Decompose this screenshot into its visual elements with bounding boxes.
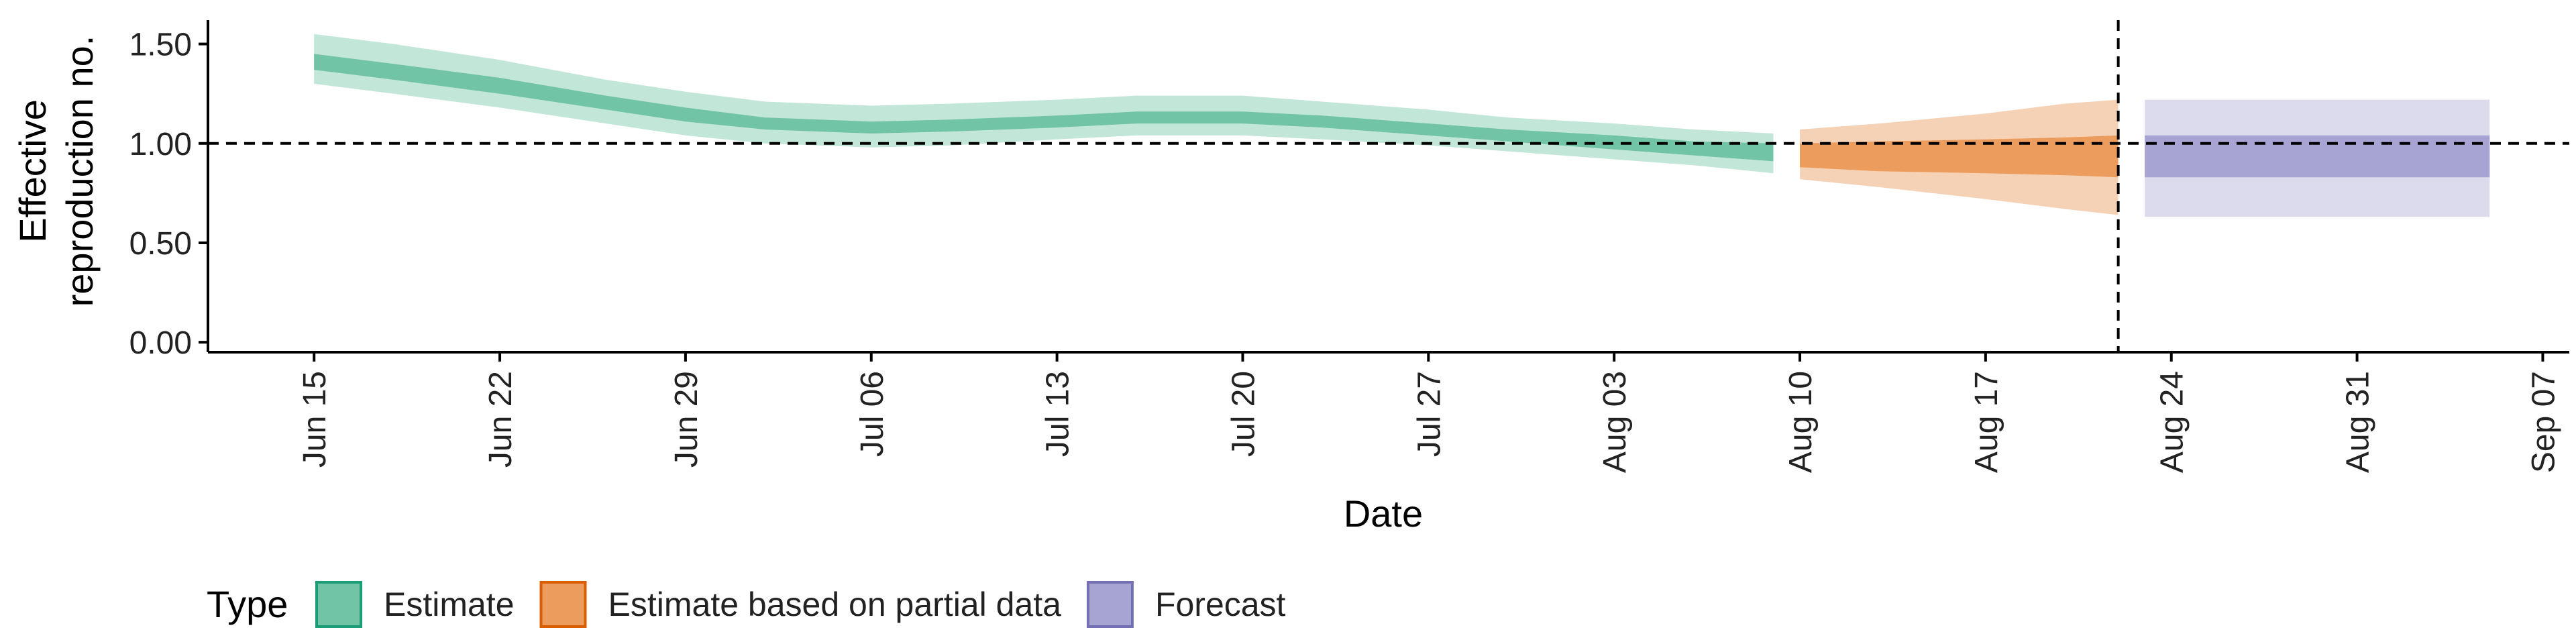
band-estimate-50-interval — [314, 54, 1774, 162]
y-axis-title-line-2: reproduction no. — [58, 36, 101, 307]
series-bands — [314, 34, 2490, 217]
band-forecast-50-interval — [2145, 135, 2490, 178]
legend-swatch — [539, 581, 587, 628]
x-tick-label: Aug 17 — [1969, 371, 2004, 473]
x-tick-label: Aug 31 — [2341, 371, 2376, 473]
x-tick-label: Jun 29 — [669, 371, 704, 468]
y-axis-title-line-1: Effective — [11, 99, 54, 243]
x-tick-label: Aug 10 — [1783, 371, 1819, 473]
legend-title: Type — [207, 583, 288, 625]
x-tick-label: Aug 24 — [2155, 371, 2190, 473]
axes: 0.00 0.50 1.00 1.50 Jun 15 Jun 22 Jun 29 Jul 06… — [129, 20, 2569, 473]
legend-label: Forecast — [1155, 586, 1286, 623]
x-tick-label: Jul 20 — [1226, 371, 1262, 457]
band-estimate-based-on-partial-data-50-interval — [1800, 135, 2118, 178]
legend-label: Estimate based on partial data — [608, 586, 1062, 623]
y-axis-title: Effective reproduction no. — [11, 36, 101, 307]
x-tick-label: Jul 27 — [1411, 371, 1447, 457]
legend-item: Estimate — [315, 581, 515, 628]
legend-swatch — [315, 581, 362, 628]
x-tick-label: Aug 03 — [1597, 371, 1633, 473]
y-tick-label: 0.00 — [129, 325, 192, 361]
x-tick-label: Jul 06 — [855, 371, 890, 457]
x-tick-label: Jul 13 — [1040, 371, 1076, 457]
legend-item: Estimate based on partial data — [539, 581, 1062, 628]
y-tick-label: 0.50 — [129, 226, 192, 262]
x-tick-label: Sep 07 — [2526, 371, 2561, 473]
band-estimate-90-interval — [314, 34, 1774, 174]
legend-item: Forecast — [1086, 581, 1286, 628]
legend-swatch — [1086, 581, 1134, 628]
y-tick-label: 1.00 — [129, 127, 192, 162]
reference-lines — [208, 20, 2569, 352]
legend: Type Estimate Estimate based on partial da… — [207, 581, 1286, 628]
legend-label: Estimate — [384, 586, 515, 623]
y-tick-label: 1.50 — [129, 28, 192, 63]
x-tick-label: Jun 15 — [297, 371, 333, 468]
x-tick-label: Jun 22 — [483, 371, 519, 468]
x-axis-title: Date — [1344, 492, 1423, 535]
